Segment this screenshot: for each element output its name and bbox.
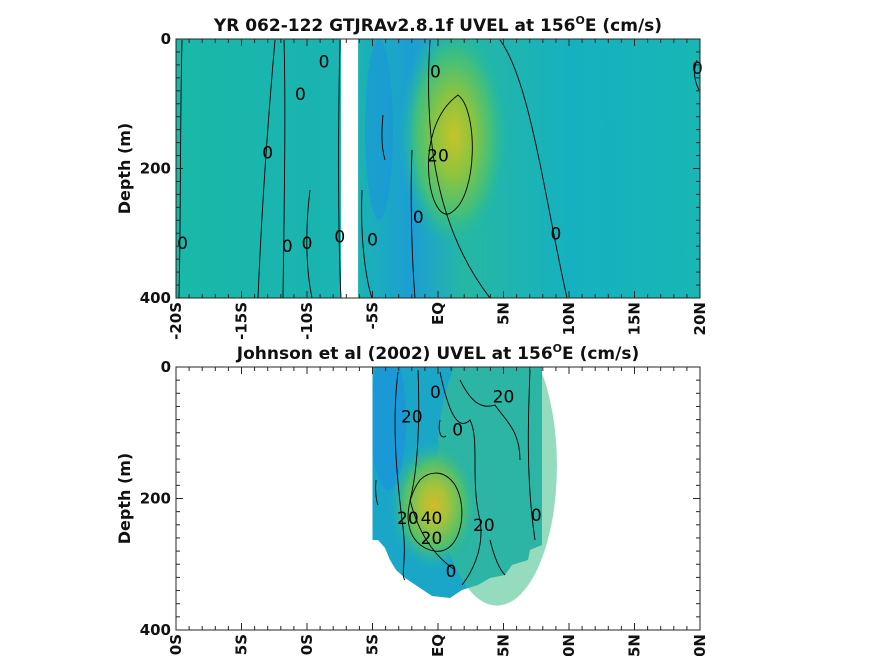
contour-line (375, 479, 379, 506)
contour-label: 0 (531, 506, 542, 526)
x-tick-label: -5S (364, 302, 382, 329)
chart-title: Johnson et al (2002) UVEL at 156OE (cm/s… (236, 342, 639, 364)
contour-label: 0 (413, 208, 424, 228)
contour-label: 0 (430, 383, 441, 403)
contour-label: 20 (493, 388, 515, 408)
contour-label: 0 (177, 234, 188, 254)
contour-label: 0 (334, 227, 345, 247)
x-tick-label: EQ (429, 302, 447, 325)
contour-label: 0 (302, 234, 313, 254)
x-tick-label: 15N (626, 634, 644, 656)
contour-line (394, 371, 406, 581)
chart-title-suffix: E (cm/s) (562, 344, 639, 364)
contour-line (381, 114, 386, 161)
x-tick-label: 10N (560, 634, 578, 656)
chart-title-main: YR 062-122 GTJRAv2.8.1f UVEL at 156 (213, 16, 576, 36)
contour-line (694, 59, 700, 91)
x-tick-label: 5N (495, 634, 513, 656)
x-tick-label: 10N (560, 302, 578, 335)
contour-label: 40 (421, 509, 443, 529)
y-tick-label: 0 (161, 358, 171, 376)
contour-label: 0 (446, 562, 457, 582)
x-tick-label: -10S (298, 634, 316, 656)
y-tick-label: 0 (161, 30, 171, 48)
contour-label: 0 (550, 224, 561, 244)
contour-line (410, 149, 416, 298)
x-tick-label: 15N (626, 302, 644, 335)
contour-line (438, 419, 447, 438)
contour-line (306, 189, 313, 298)
chart-title-main: Johnson et al (2002) UVEL at 156 (236, 344, 553, 364)
y-axis-label: Depth (m) (115, 453, 134, 545)
contour-line (178, 39, 183, 298)
chart-title-superscript: O (553, 342, 562, 355)
x-tick-label: 20N (691, 302, 709, 335)
contour-line (338, 39, 342, 298)
contour-line (439, 371, 482, 586)
contour-label: 0 (367, 231, 378, 251)
contour-line (499, 39, 568, 298)
contour-label: 20 (427, 147, 449, 167)
x-tick-label: -10S (298, 302, 316, 340)
x-tick-label: -5S (364, 634, 382, 656)
contour-label: 0 (262, 143, 273, 163)
x-tick-label: -20S (167, 302, 185, 340)
chart-title-superscript: O (576, 14, 585, 27)
contour-line (407, 472, 463, 552)
x-tick-label: 5N (495, 302, 513, 325)
contour-label: 0 (452, 420, 463, 440)
contour-label: 0 (692, 59, 703, 79)
chart-title-suffix: E (cm/s) (585, 16, 662, 36)
contour-label: 0 (295, 85, 306, 105)
contour-label: 20 (397, 509, 419, 529)
y-axis-label: Depth (m) (115, 123, 134, 215)
y-tick-label: 400 (140, 289, 171, 307)
y-tick-label: 200 (140, 160, 171, 178)
contour-line (257, 39, 276, 298)
x-tick-label: -20S (167, 634, 185, 656)
x-tick-label: 20N (691, 634, 709, 656)
contour-line (459, 379, 521, 461)
y-tick-label: 400 (140, 621, 171, 639)
y-tick-label: 200 (140, 490, 171, 508)
contour-line (527, 369, 536, 541)
contour-label: 0 (430, 62, 441, 82)
contour-line (489, 539, 506, 576)
contour-label: 20 (401, 407, 423, 427)
x-tick-label: -15S (233, 634, 251, 656)
contour-line (361, 189, 373, 298)
missing-data-gap (341, 39, 359, 298)
heatmap-field (176, 39, 700, 298)
contour-label: 0 (319, 53, 330, 73)
x-tick-label: EQ (429, 634, 447, 656)
contour-line (428, 39, 491, 298)
contour-line (282, 39, 286, 298)
contour-line (428, 94, 473, 215)
x-tick-label: -15S (233, 302, 251, 340)
contour-label: 0 (282, 237, 293, 257)
contour-label: 20 (421, 529, 443, 549)
chart-title: YR 062-122 GTJRAv2.8.1f UVEL at 156OE (c… (213, 14, 662, 36)
heatmap-field (176, 367, 557, 630)
contour-label: 20 (473, 516, 495, 536)
jet-core (398, 39, 509, 252)
